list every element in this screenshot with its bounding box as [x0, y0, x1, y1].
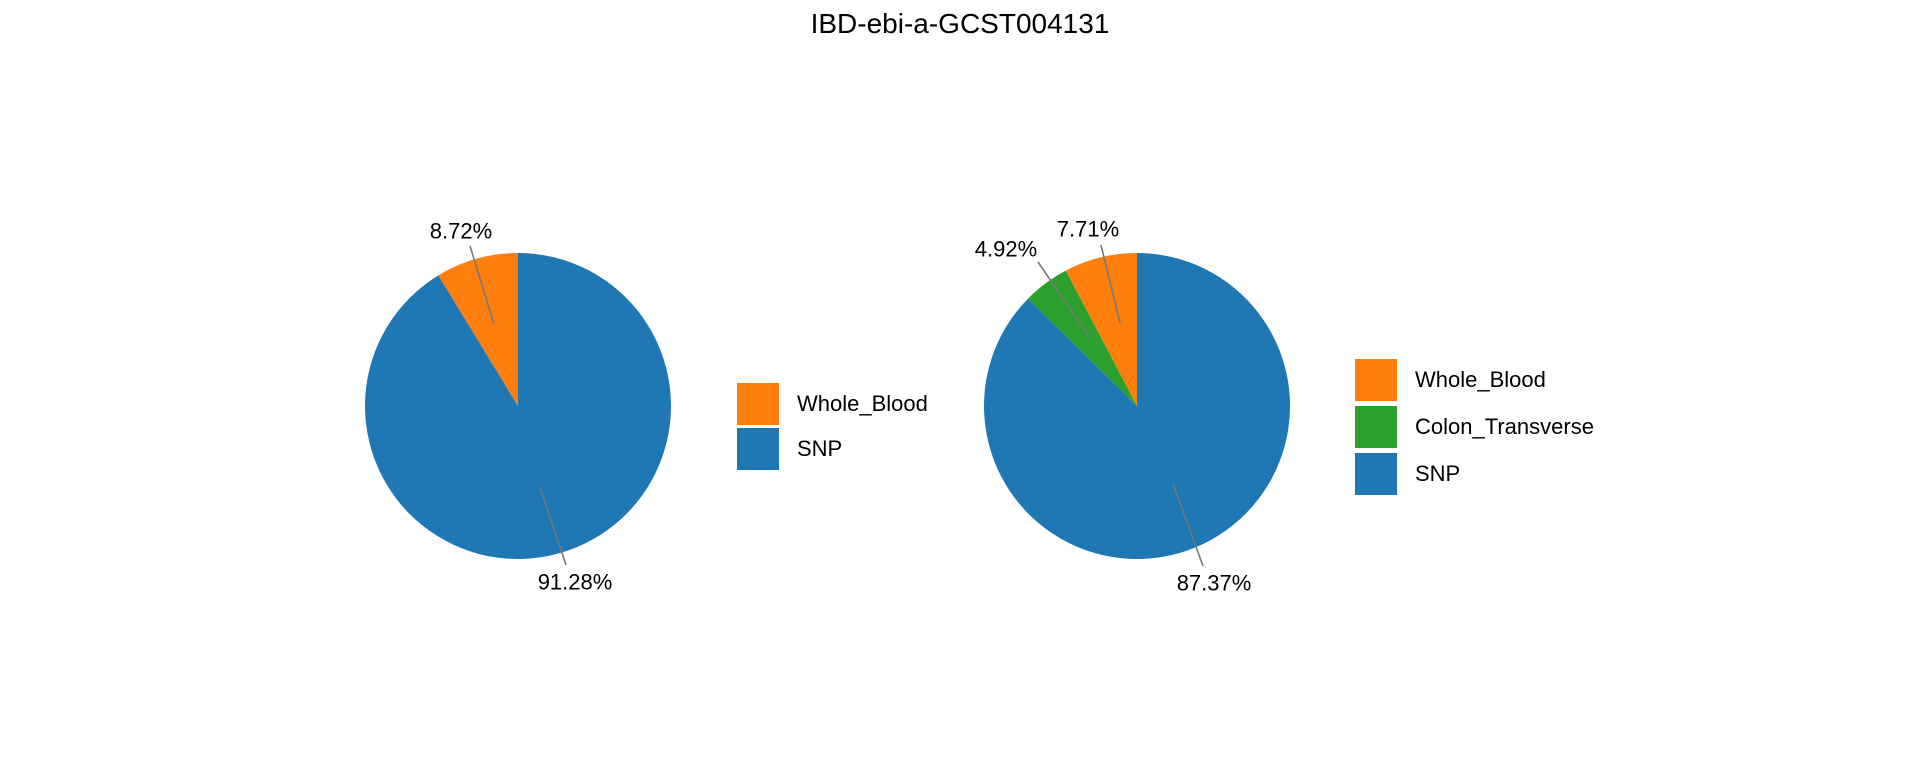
legend-label: Colon_Transverse [1415, 414, 1594, 439]
left-pie-slice-whole_blood [438, 253, 518, 406]
legend-swatch-colon_transverse [1355, 406, 1397, 448]
left-pie-leader-line-whole_blood [469, 245, 495, 325]
left-pie-slice-snp [365, 253, 672, 559]
right-pie-pct-label-colon_transverse: 4.92% [975, 237, 1037, 262]
legend-label: SNP [1415, 461, 1461, 486]
right-pie-leader-line-colon_transverse [1037, 261, 1091, 339]
legend-swatch-snp [1355, 453, 1397, 495]
right-pie-pct-label-whole_blood: 7.71% [1057, 217, 1119, 242]
left-pie-leader-line-snp [539, 486, 567, 566]
right-pie-leader-line-snp [1172, 483, 1204, 567]
right-pie-legend: Whole_Blood Colon_Transverse SNP [1355, 359, 1594, 495]
left-pie-legend: Whole_Blood SNP [737, 383, 928, 470]
right-pie-slice-snp [983, 253, 1290, 559]
chart-title: IBD-ebi-a-GCST004131 [810, 8, 1110, 39]
left-pie-pct-label-whole_blood: 8.72% [430, 219, 492, 244]
right-pie-slice-colon_transverse [1027, 270, 1137, 406]
legend-item: Whole_Blood [1355, 359, 1594, 401]
left-pie-pct-label-snp: 91.28% [538, 570, 613, 595]
legend-label: SNP [797, 436, 843, 461]
legend-label: Whole_Blood [797, 391, 928, 416]
legend-item: Whole_Blood [737, 383, 928, 425]
right-pie-leader-line-whole_blood [1100, 244, 1121, 324]
legend-item: SNP [1355, 453, 1594, 495]
legend-item: SNP [737, 428, 928, 470]
legend-item: Colon_Transverse [1355, 406, 1594, 448]
legend-label: Whole_Blood [1415, 367, 1546, 392]
legend-swatch-whole_blood [1355, 359, 1397, 401]
legend-swatch-whole_blood [737, 383, 779, 425]
right-pie-slice-whole_blood [1065, 253, 1137, 406]
right-pie-pct-label-snp: 87.37% [1177, 571, 1252, 596]
legend-swatch-snp [737, 428, 779, 470]
